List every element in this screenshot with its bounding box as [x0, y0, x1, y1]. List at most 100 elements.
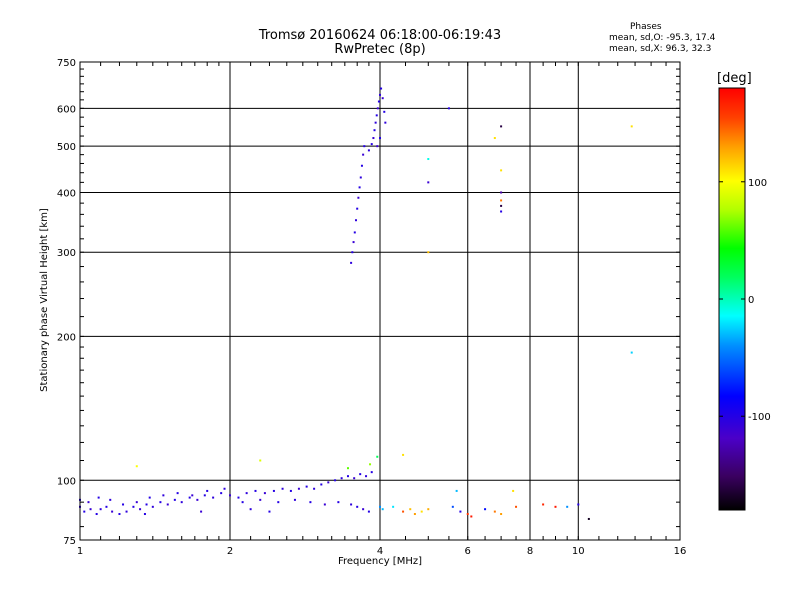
- y-tick-label: 600: [57, 104, 76, 115]
- data-point: [379, 93, 381, 96]
- data-point: [630, 125, 633, 128]
- x-axis-label: Frequency [MHz]: [337, 556, 423, 567]
- data-point: [376, 145, 379, 148]
- data-point: [352, 241, 355, 244]
- data-point: [323, 503, 326, 506]
- data-point: [369, 463, 372, 466]
- data-point: [372, 137, 375, 140]
- data-point: [118, 513, 121, 516]
- data-point: [512, 489, 515, 492]
- data-point: [451, 505, 454, 508]
- data-point: [99, 508, 102, 511]
- data-point: [427, 508, 430, 511]
- data-point: [173, 498, 176, 501]
- data-point: [380, 87, 383, 90]
- data-point: [402, 453, 405, 456]
- data-point: [630, 351, 633, 354]
- data-point: [350, 261, 353, 264]
- data-point: [466, 513, 469, 516]
- data-point: [203, 494, 206, 497]
- data-point: [159, 501, 162, 504]
- data-point: [83, 510, 86, 513]
- data-point: [346, 475, 349, 478]
- colorbar-unit-label: [deg]: [717, 71, 752, 86]
- colorbar-ticks: 100 0 -100: [719, 178, 771, 423]
- data-point: [191, 494, 194, 497]
- colorbar-tick-label: 0: [748, 295, 754, 306]
- data-point: [376, 107, 379, 110]
- data-point: [359, 176, 362, 179]
- data-point: [143, 513, 146, 516]
- data-point: [268, 510, 271, 513]
- data-point: [484, 508, 487, 511]
- data-point: [337, 501, 340, 504]
- data-point: [373, 129, 376, 132]
- data-point: [381, 508, 384, 511]
- data-point: [196, 498, 199, 501]
- data-point: [379, 505, 381, 508]
- data-point: [500, 204, 503, 207]
- data-point: [500, 169, 503, 172]
- data-point: [367, 149, 370, 152]
- y-tick-label: 500: [57, 142, 76, 153]
- data-points: [79, 87, 633, 520]
- x-axis-ticks: 1 2 4 6 8 10 16: [77, 546, 687, 557]
- data-point: [135, 501, 138, 504]
- data-point: [95, 513, 98, 516]
- data-point: [245, 492, 248, 495]
- data-point: [263, 492, 266, 495]
- x-tick-label: 16: [674, 546, 687, 557]
- data-point: [176, 492, 179, 495]
- data-point: [229, 494, 231, 497]
- data-point: [162, 494, 165, 497]
- data-point: [370, 471, 373, 474]
- chart-subtitle: RwPretec (8p): [334, 42, 426, 57]
- data-point: [367, 510, 370, 513]
- data-point: [493, 137, 496, 140]
- data-point: [470, 515, 473, 518]
- x-tick-label: 8: [527, 546, 533, 557]
- data-point: [111, 510, 114, 513]
- data-point: [135, 465, 138, 468]
- x-tick-label: 10: [572, 546, 585, 557]
- data-point: [354, 219, 357, 222]
- data-point: [166, 503, 169, 506]
- colorbar-tick-label: 100: [748, 178, 767, 189]
- data-point: [200, 510, 203, 513]
- data-point: [413, 513, 416, 516]
- data-point: [420, 510, 423, 513]
- data-point: [313, 487, 316, 490]
- data-point: [447, 107, 450, 110]
- data-point: [365, 475, 368, 478]
- data-point: [212, 496, 215, 499]
- data-point: [357, 196, 360, 199]
- data-point: [358, 186, 361, 189]
- data-point: [254, 489, 257, 492]
- data-point: [356, 207, 359, 210]
- data-point: [148, 496, 151, 499]
- data-point: [346, 467, 349, 470]
- data-point: [554, 505, 557, 508]
- data-point: [188, 496, 191, 499]
- data-point: [289, 489, 292, 492]
- phase-stats-o-mode: mean, sd,O: -95.3, 17.4: [609, 33, 716, 43]
- x-tick-label: 1: [77, 546, 83, 557]
- y-tick-label: 75: [63, 536, 76, 547]
- data-point: [293, 498, 296, 501]
- data-point: [500, 199, 503, 202]
- data-point: [376, 455, 379, 458]
- phase-stats-title: Phases: [630, 22, 662, 32]
- data-point: [402, 510, 405, 513]
- data-point: [427, 181, 430, 184]
- x-tick-label: 2: [227, 546, 233, 557]
- data-point: [381, 97, 384, 100]
- colorbar-tick-label: -100: [748, 412, 771, 423]
- x-tick-label: 6: [465, 546, 471, 557]
- data-point: [427, 251, 430, 254]
- y-axis-ticks: 75 100 200 300 400 500 600 750: [57, 58, 76, 547]
- data-point: [305, 485, 308, 488]
- data-point: [334, 479, 337, 482]
- data-point: [351, 251, 354, 254]
- data-point: [327, 481, 330, 484]
